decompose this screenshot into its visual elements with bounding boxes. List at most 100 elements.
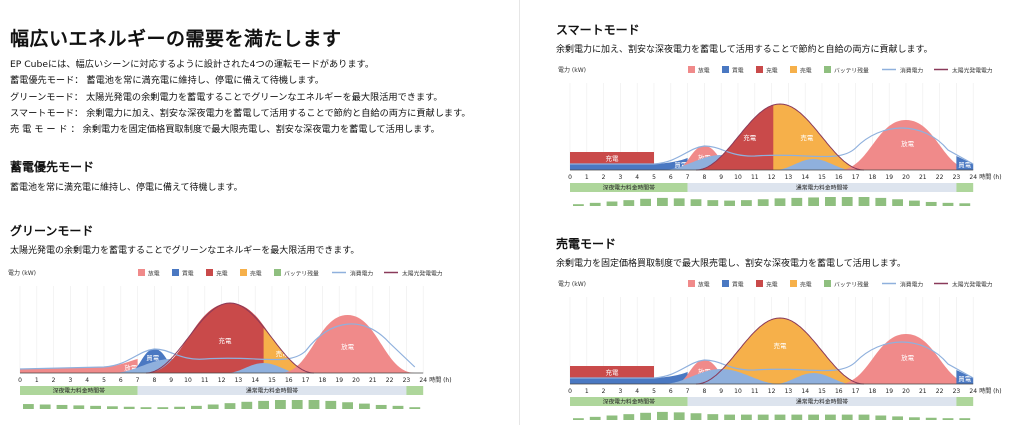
smart-heading: スマートモード <box>556 23 640 37</box>
x-tick-label: 7 <box>686 174 690 181</box>
battery-bar <box>825 197 836 206</box>
battery-bar <box>275 400 286 409</box>
discharge-label: 放電 <box>901 353 915 362</box>
discharge-area <box>280 315 415 373</box>
x-axis-label: 時間 (h) <box>429 376 451 384</box>
legend-label: 消費電力 <box>350 270 373 278</box>
x-tick-label: 0 <box>568 388 572 395</box>
x-tick-label: 22 <box>936 388 944 395</box>
battery-bar <box>808 414 819 420</box>
battery-bar <box>808 197 819 206</box>
battery-bar <box>573 418 584 420</box>
battery-bar <box>342 402 353 409</box>
battery-bar <box>640 412 651 420</box>
x-tick-label: 12 <box>768 174 776 181</box>
x-tick-label: 7 <box>686 388 690 395</box>
x-tick-label: 0 <box>18 377 22 384</box>
low-rate-band <box>20 386 138 395</box>
x-tick-label: 10 <box>734 388 742 395</box>
charge-area <box>570 152 654 164</box>
legend-label: 充電 <box>766 67 778 75</box>
mode-label: グリーンモード： <box>10 91 84 103</box>
legend-swatch <box>824 280 831 287</box>
mode-text: 蓄電池を常に満充電に維持し、停電に備えて待機します。 <box>86 75 324 87</box>
x-tick-label: 12 <box>218 377 226 384</box>
green-mode-chart: 電力 (kW) 放電 買電 充電 売電 バッテリ残量 消費電力 太陽光発電電力放電買電充電売電… <box>8 269 452 409</box>
battery-bar <box>258 400 269 409</box>
y-axis-label: 電力 (kW) <box>558 280 586 288</box>
battery-bar <box>23 404 34 409</box>
discharge-label: 放電 <box>698 153 712 162</box>
mode-label: 蓄電優先モード： <box>10 75 84 87</box>
x-tick-label: 13 <box>785 174 793 181</box>
sell-label: 売電 <box>276 349 290 358</box>
mode-label: 売 電 モ ー ド ： <box>10 124 80 136</box>
buy-label: 買電 <box>674 161 688 169</box>
legend-swatch <box>756 66 763 73</box>
legend-label: 放電 <box>148 270 160 278</box>
legend-label: バッテリ残量 <box>834 281 869 289</box>
intro-text: EP Cubeには、幅広いシーンに対応するように設計された4つの運転モードがあり… <box>10 59 375 70</box>
x-tick-label: 23 <box>953 388 961 395</box>
battery-bar <box>858 197 870 206</box>
battery-bar <box>925 201 937 206</box>
buy-label: 買電 <box>146 354 160 362</box>
legend-label: 売電 <box>250 270 262 278</box>
x-tick-label: 15 <box>818 388 826 395</box>
legend-swatch <box>790 66 797 73</box>
x-tick-label: 19 <box>335 377 343 384</box>
battery-bar <box>757 199 769 206</box>
legend-label: 売電 <box>800 67 812 75</box>
x-tick-label: 0 <box>568 174 572 181</box>
battery-bar <box>359 403 370 409</box>
low-rate-band <box>956 183 974 192</box>
mode-text: 余剰電力を固定価格買取制度で最大限売電し、割安な深夜電力を蓄電して活用します。 <box>82 124 440 136</box>
smart-desc: 余剰電力に加え、割安な深夜電力を蓄電して活用することで節約と自給の両方に貢献しま… <box>556 45 933 55</box>
legend-label: 太陽光発電電力 <box>952 281 993 289</box>
x-tick-label: 16 <box>285 377 293 384</box>
battery-bar <box>925 417 937 420</box>
low-rate-label: 深夜電力料金時間帯 <box>603 184 655 192</box>
x-tick-label: 6 <box>119 377 123 384</box>
battery-bar <box>741 200 752 206</box>
x-tick-label: 8 <box>702 174 706 181</box>
battery-bar <box>858 414 870 420</box>
battery-bar <box>325 400 337 409</box>
x-tick-label: 4 <box>85 377 89 384</box>
battery-bar <box>892 416 903 420</box>
battery-bar <box>892 199 903 206</box>
battery-bar <box>909 417 920 420</box>
x-tick-label: 21 <box>369 377 377 384</box>
battery-bar <box>174 406 185 409</box>
charge-label: 充電 <box>218 336 232 345</box>
sell-desc: 余剰電力を固定価格買取制度で最大限売電し、割安な深夜電力を蓄電して活用します。 <box>556 259 906 269</box>
battery-bar <box>875 197 887 206</box>
y-axis-label: 電力 (kW) <box>8 269 36 277</box>
priority-heading: 蓄電優先モード <box>10 160 95 174</box>
battery-bar <box>409 407 421 409</box>
x-tick-label: 1 <box>35 377 39 384</box>
x-tick-label: 2 <box>602 174 606 181</box>
buy-area <box>654 158 688 170</box>
battery-bar <box>841 197 853 206</box>
battery-bar <box>191 405 202 409</box>
mode-row-priority: 蓄電優先モード： 蓄電池を常に満充電に維持し、停電に備えて待機します。 <box>10 73 471 89</box>
x-tick-label: 6 <box>669 388 673 395</box>
priority-desc: 蓄電池を常に満充電に維持し、停電に備えて待機します。 <box>10 183 243 193</box>
charge-area <box>570 366 654 378</box>
x-tick-label: 19 <box>885 174 893 181</box>
battery-bar <box>724 414 735 420</box>
x-tick-label: 8 <box>152 377 156 384</box>
battery-bar <box>959 203 971 206</box>
battery-bar <box>157 407 169 409</box>
buy-area <box>570 164 654 170</box>
x-tick-label: 17 <box>852 174 860 181</box>
x-tick-label: 2 <box>52 377 56 384</box>
sell-heading: 売電モード <box>556 237 617 251</box>
x-axis-label: 時間 (h) <box>979 173 1001 181</box>
x-tick-label: 15 <box>268 377 276 384</box>
discharge-area <box>20 359 138 373</box>
solar-line <box>695 317 865 385</box>
normal-rate-label: 通常電力料金時間帯 <box>796 398 848 406</box>
x-tick-label: 13 <box>785 388 793 395</box>
